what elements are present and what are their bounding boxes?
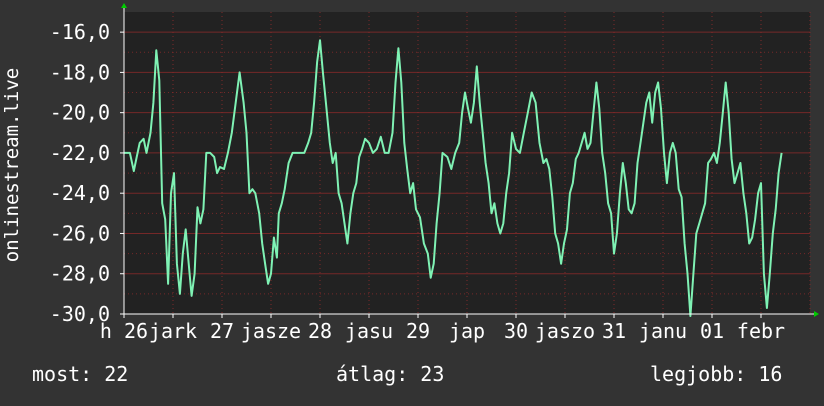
x-tick-label: jap [449, 319, 485, 343]
y-tick-label: -20,0 [50, 101, 110, 125]
y-tick-labels: -16,0 -18,0 -20,0 -22,0 -24,0 -26,0 -28,0 -30,0 [50, 20, 124, 326]
y-tick-label: -16,0 [50, 20, 110, 44]
x-tick-label: 27 [210, 319, 234, 343]
x-tick-label: 01 [700, 319, 724, 343]
x-tick-label: jasu [345, 319, 393, 343]
y-axis-arrow-icon [121, 3, 127, 8]
average-value: átlag: 23 [336, 362, 445, 386]
y-axis-title: onlinestream.live [1, 68, 23, 262]
x-axis-arrow-icon [814, 311, 819, 317]
y-tick-label: -30,0 [50, 302, 110, 326]
y-tick-label: -18,0 [50, 60, 110, 84]
series-line [124, 39, 783, 317]
x-tick-label: jaszo [535, 319, 595, 343]
x-tick-labels: h 26 jark 27 jasze 28 jasu 29 jap 30 jaszo 31 janu 0… [100, 314, 785, 343]
best-value: legjobb: 16 [650, 362, 783, 386]
x-tick-label: febr [737, 319, 785, 343]
x-tick-label: janu [639, 319, 687, 343]
plot-area [124, 12, 810, 314]
y-tick-label: -28,0 [50, 262, 110, 286]
y-tick-label: -26,0 [50, 221, 110, 245]
x-tick-label: 31 [602, 319, 626, 343]
x-tick-label: jasze [241, 319, 301, 343]
series-layer [124, 39, 783, 317]
current-value: most: 22 [32, 362, 129, 386]
x-tick-label: h 26 [100, 319, 148, 343]
x-tick-label: 29 [406, 319, 430, 343]
x-tick-label: 28 [308, 319, 332, 343]
x-tick-label: 30 [504, 319, 528, 343]
y-tick-label: -24,0 [50, 181, 110, 205]
grid [123, 12, 811, 314]
y-tick-label: -22,0 [50, 141, 110, 165]
x-tick-label: jark [149, 319, 197, 343]
